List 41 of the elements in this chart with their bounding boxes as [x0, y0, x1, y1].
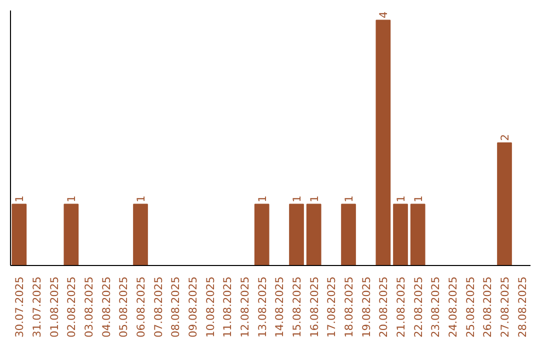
x-tick-label: 07.08.2025 — [152, 276, 165, 338]
x-tick-label: 12.08.2025 — [238, 276, 252, 338]
x-tick-label: 08.08.2025 — [169, 276, 182, 338]
x-tick-label: 23.08.2025 — [429, 276, 442, 338]
x-tick-label: 13.08.2025 — [256, 276, 269, 338]
x-tick-label: 01.08.2025 — [48, 276, 61, 338]
data-label: 1 — [13, 195, 26, 202]
data-label: 1 — [256, 195, 269, 202]
x-tick-label: 14.08.2025 — [273, 276, 286, 338]
data-label: 1 — [412, 195, 425, 202]
x-tick-label: 10.08.2025 — [204, 276, 217, 338]
x-tick-label: 31.07.2025 — [30, 276, 44, 338]
x-tick-label: 04.08.2025 — [100, 276, 113, 338]
x-tick-label: 16.08.2025 — [308, 276, 321, 338]
x-tick-label: 24.08.2025 — [446, 276, 460, 338]
x-tick-label: 30.07.2025 — [13, 276, 26, 338]
x-tick-label: 19.08.2025 — [360, 276, 373, 338]
x-tick-label: 27.08.2025 — [498, 276, 512, 338]
x-tick-label: 05.08.2025 — [117, 276, 130, 338]
data-label: 1 — [342, 195, 356, 202]
x-tick-label: 25.08.2025 — [464, 276, 477, 338]
x-tick-label: 06.08.2025 — [134, 276, 148, 338]
x-tick-label: 17.08.2025 — [325, 276, 338, 338]
x-tick-label: 18.08.2025 — [342, 276, 356, 338]
data-label: 4 — [377, 11, 390, 18]
data-label: 1 — [134, 195, 148, 202]
data-label: 1 — [290, 195, 304, 202]
data-label: 1 — [65, 195, 78, 202]
x-tick-label: 28.08.2025 — [516, 276, 529, 338]
data-label: 2 — [498, 134, 512, 141]
x-tick-label: 22.08.2025 — [412, 276, 425, 338]
x-tick-label: 11.08.2025 — [221, 276, 234, 338]
x-tick-label: 09.08.2025 — [186, 276, 200, 338]
x-tick-label: 02.08.2025 — [65, 276, 78, 338]
x-tick-label: 15.08.2025 — [290, 276, 304, 338]
x-tick-label: 26.08.2025 — [481, 276, 494, 338]
x-tick-label: 03.08.2025 — [82, 276, 96, 338]
data-label: 1 — [308, 195, 321, 202]
x-tick-label: 21.08.2025 — [394, 276, 408, 338]
data-label: 1 — [394, 195, 408, 202]
x-tick-label: 20.08.2025 — [377, 276, 390, 338]
